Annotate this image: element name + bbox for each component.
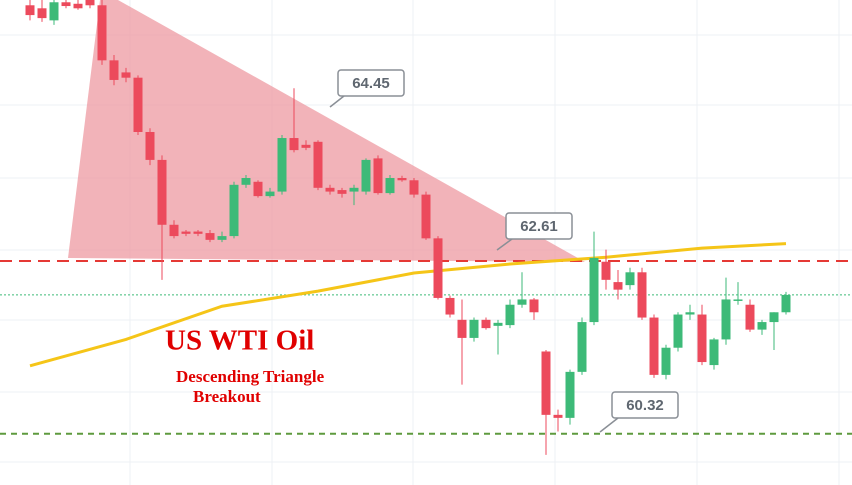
candle-body — [121, 72, 131, 78]
chart-title: US WTI Oil — [165, 325, 314, 357]
candle-body — [601, 261, 611, 280]
candle-body — [97, 5, 107, 61]
candle-body — [613, 282, 623, 290]
candle-body — [289, 138, 299, 151]
callout-box — [505, 212, 573, 240]
callout-pointer — [599, 417, 619, 433]
candle-body — [493, 322, 503, 326]
candle-body — [505, 304, 515, 326]
candle-body — [193, 231, 203, 234]
candle-body — [409, 180, 419, 195]
candle-body — [661, 347, 671, 375]
candle-body — [421, 194, 431, 239]
candle-body — [589, 257, 599, 323]
candle-body — [169, 224, 179, 237]
candle-body — [133, 77, 143, 132]
candle-body — [145, 131, 155, 160]
candle-body — [553, 414, 563, 418]
candle-body — [637, 272, 647, 318]
candle-body — [721, 299, 731, 340]
callout-label: 64.45 — [352, 75, 390, 92]
candle-body — [649, 317, 659, 375]
candle-body — [325, 187, 335, 192]
candle-body — [361, 159, 371, 192]
candle-body — [673, 314, 683, 348]
callout-box — [337, 69, 405, 97]
callout-label: 62.61 — [520, 218, 558, 235]
candle-body — [697, 314, 707, 363]
callout-label: 60.32 — [626, 397, 664, 414]
candle-body — [217, 236, 227, 240]
candle-body — [253, 181, 263, 197]
candle-body — [313, 141, 323, 188]
candle-body — [541, 351, 551, 415]
candle-body — [397, 178, 407, 181]
callout-box — [611, 391, 679, 419]
candle-body — [25, 5, 35, 16]
annotation: Descending Triangle — [176, 367, 325, 386]
candle-body — [433, 238, 443, 298]
candle-body — [769, 312, 779, 323]
candle-body — [745, 304, 755, 330]
candle-body — [37, 8, 47, 19]
candle-body — [709, 339, 719, 366]
triangle-pattern — [68, 0, 585, 262]
candle-body — [349, 187, 359, 192]
candle-body — [157, 159, 167, 225]
candle-body — [61, 2, 71, 7]
candle-body — [373, 158, 383, 194]
candle-body — [469, 319, 479, 338]
candle-body — [181, 231, 191, 234]
candle-body — [265, 191, 275, 197]
candle-body — [229, 184, 239, 237]
candle-body — [385, 178, 395, 194]
candle-body — [565, 371, 575, 418]
candle-body — [337, 190, 347, 194]
candle-body — [277, 138, 287, 192]
candle-body — [577, 322, 587, 372]
candle-body — [241, 178, 251, 185]
callout-pointer — [496, 238, 513, 251]
candle-body — [445, 297, 455, 315]
callout-pointer — [329, 95, 345, 108]
candle-body — [733, 299, 743, 301]
candle-body — [481, 319, 491, 329]
candle-body — [757, 322, 767, 330]
candle-body — [205, 233, 215, 240]
candle-body — [85, 0, 95, 6]
candle-body — [781, 294, 791, 313]
moving-average — [29, 242, 787, 368]
candle-body — [49, 2, 59, 21]
candle-body — [517, 299, 527, 305]
candle-body — [529, 299, 539, 313]
candle-body — [301, 144, 311, 148]
candle-body — [625, 272, 635, 286]
annotation: Breakout — [193, 387, 261, 406]
candle-body — [109, 60, 119, 80]
candle-body — [685, 312, 695, 315]
candle-body — [73, 3, 83, 9]
candle-body — [457, 319, 467, 338]
